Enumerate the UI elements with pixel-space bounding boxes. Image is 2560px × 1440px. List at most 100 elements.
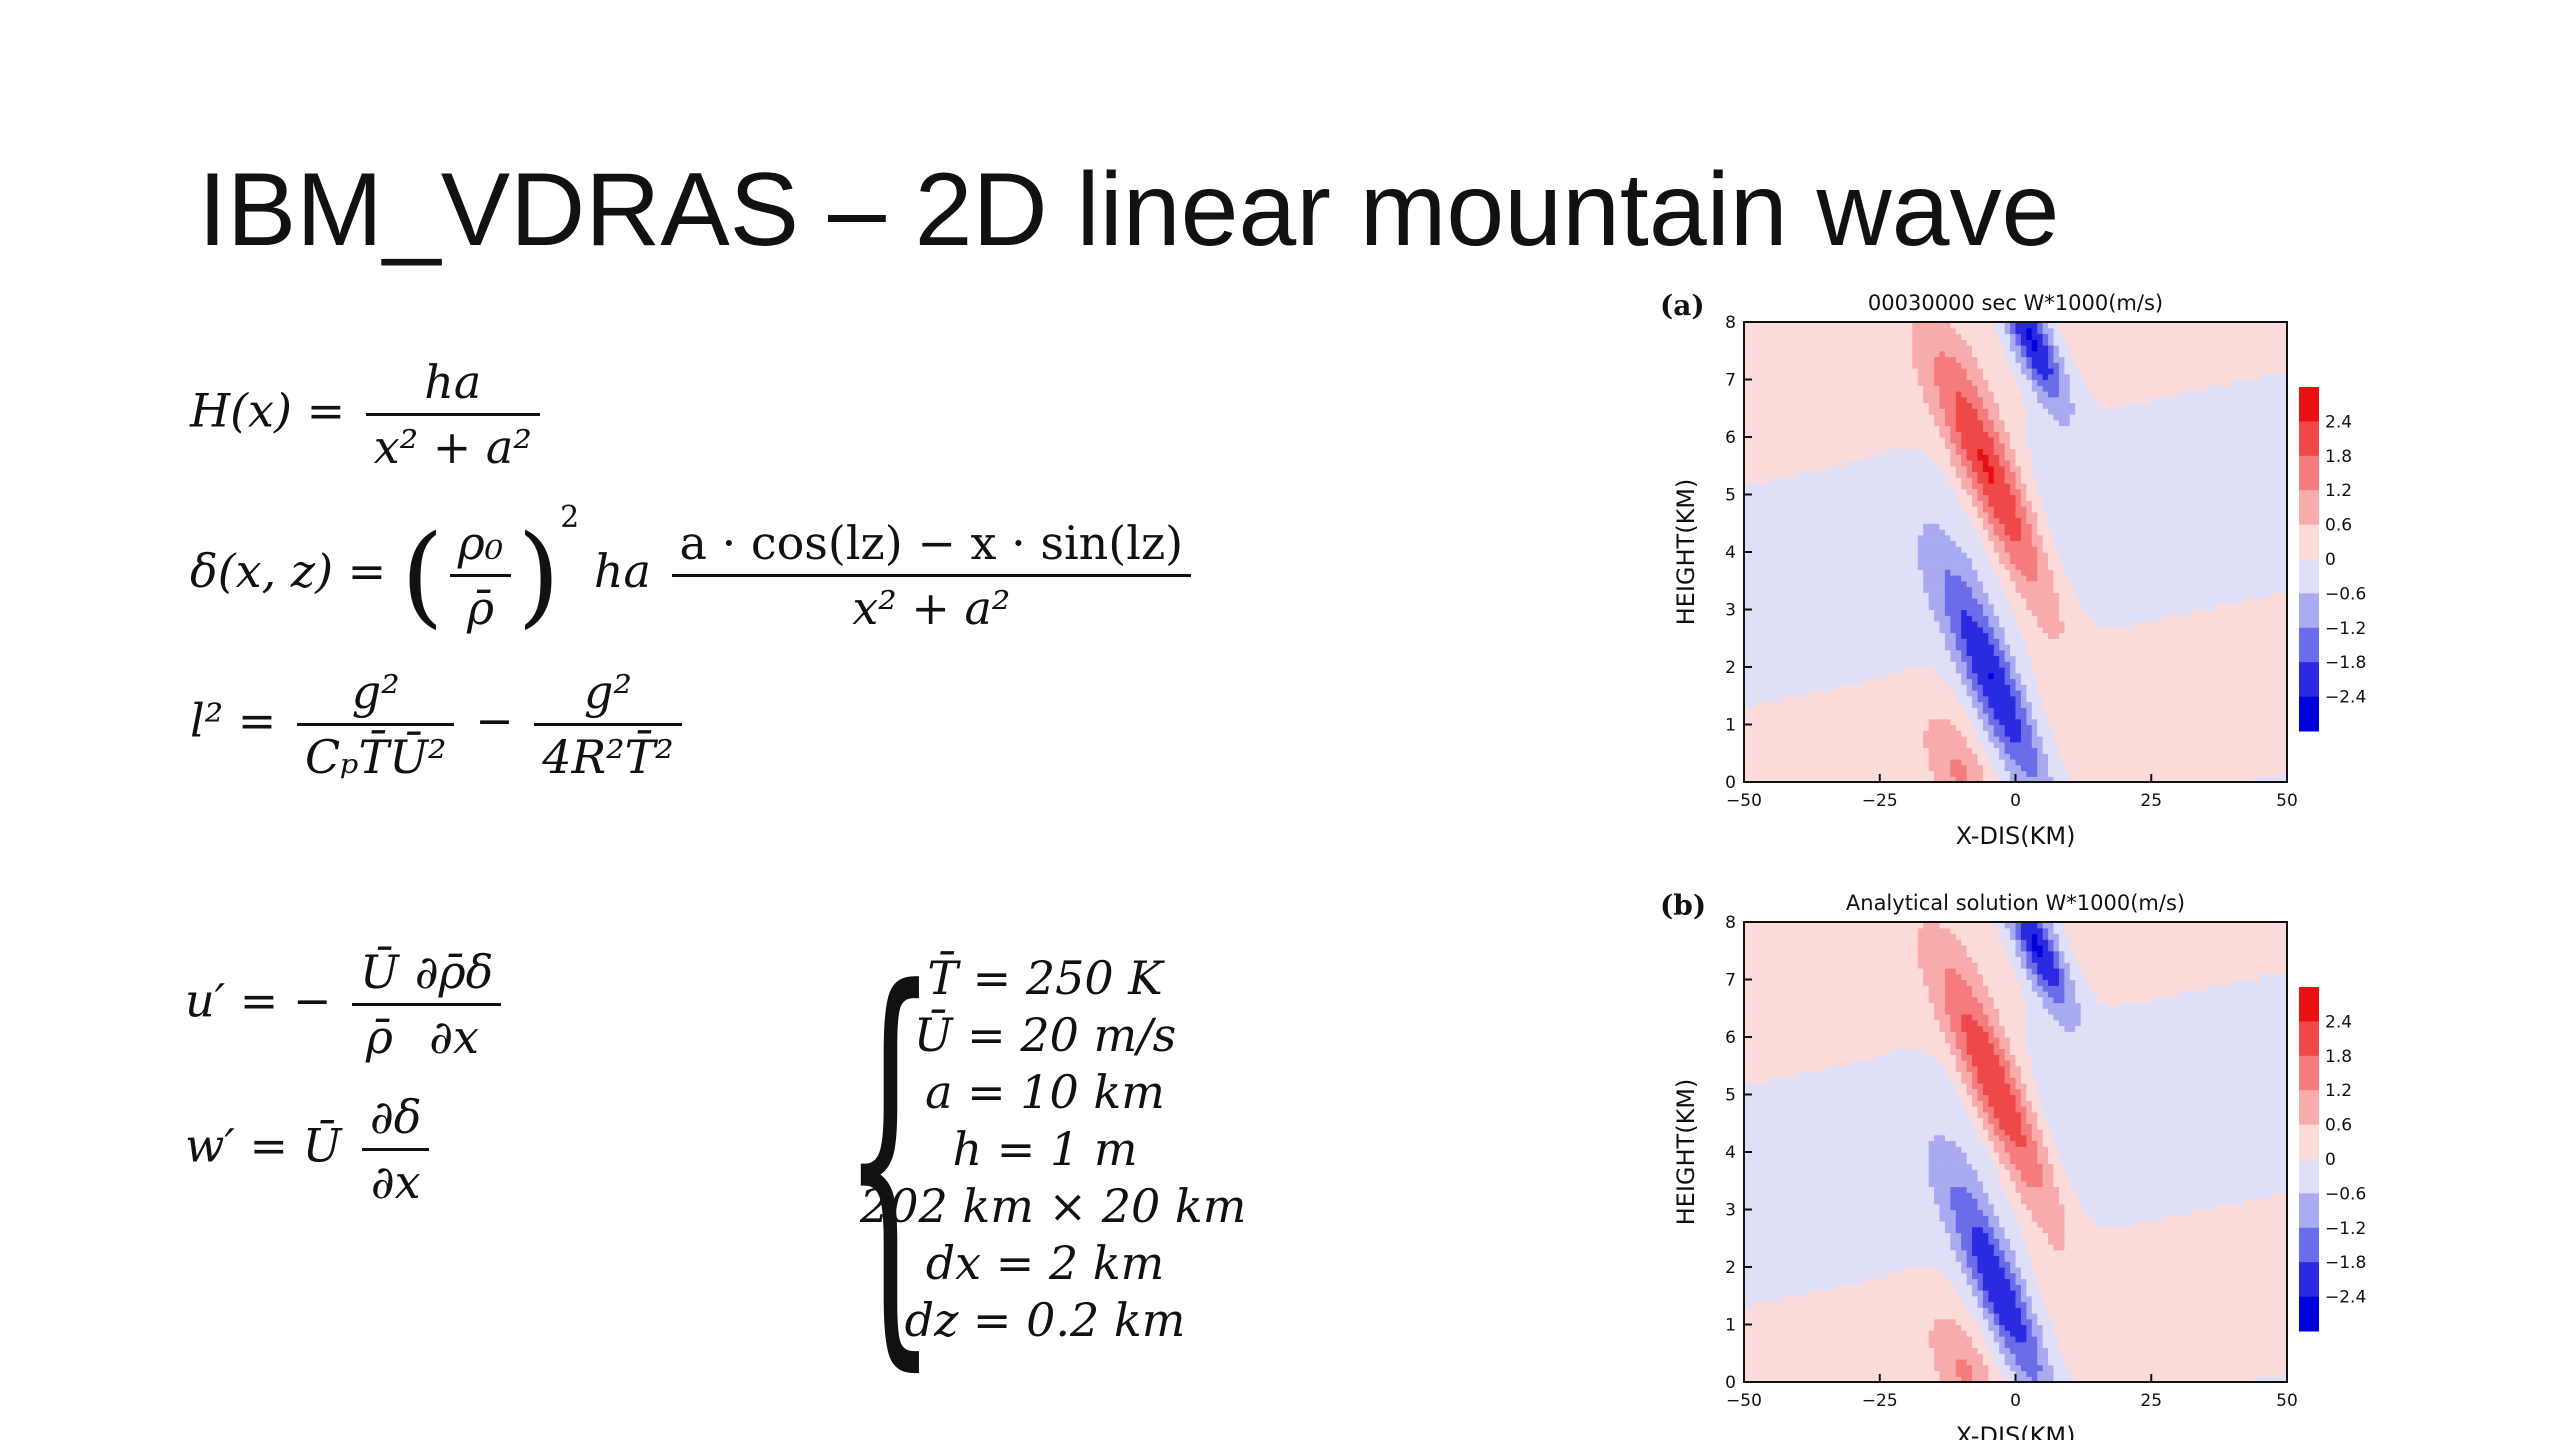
heatmap-cell [2037,362,2044,369]
heatmap-cell [2031,425,2038,432]
heatmap-cell [1749,713,1756,720]
heatmap-cell [1749,517,1756,524]
heatmap-cell [1993,362,2000,369]
heatmap-cell [2004,776,2011,783]
heatmap-cell [2031,362,2038,369]
heatmap-cell [1798,396,1805,404]
heatmap-cell [2010,356,2017,363]
heatmap-cell [1803,373,1810,381]
heatmap-cell [1950,609,1957,616]
heatmap-cell [1890,494,1897,501]
heatmap-cell [2058,356,2065,363]
heatmap-cell [1966,776,1973,783]
heatmap-cell [2037,506,2044,513]
heatmap-cell [1776,592,1783,599]
heatmap-cell [2048,523,2055,530]
heatmap-cell [1950,626,1957,634]
heatmap-cell [2026,448,2033,455]
heatmap-cell [1961,580,1968,588]
heatmap-cell [2031,414,2038,421]
heatmap-cell [1972,523,1979,530]
heatmap-cell [1890,764,1897,772]
heatmap-cell [1814,373,1821,381]
heatmap-cell [2069,586,2076,593]
heatmap-cell [1765,356,1772,363]
heatmap-cell [1896,477,1903,484]
heatmap-cell [2069,655,2076,662]
heatmap-cell [1776,644,1783,651]
heatmap-cell [1874,546,1881,553]
heatmap-cell [2020,402,2027,409]
heatmap-cell [1977,540,1984,547]
heatmap-cell [1999,414,2006,421]
parameters-list: T̄ = 250 K Ū = 20 m/s a = 10 km h = 1 m … [860,950,1246,1349]
heatmap-cell [1852,707,1859,714]
heatmap-cell [1792,408,1799,415]
heatmap-cell [1749,615,1756,622]
heatmap-cell [1988,713,1995,720]
heatmap-cell [1896,741,1903,749]
heatmap-cell [1966,350,1973,358]
heatmap-cell [1912,500,1919,507]
heatmap-cell [1765,391,1772,398]
heatmap-cell [1771,511,1778,519]
heatmap-cell [1890,609,1897,616]
heatmap-cell [1858,465,1865,473]
heatmap-cell [2064,638,2071,645]
heatmap-cell [2015,333,2022,340]
heatmap-cell [1874,471,1881,478]
heatmap-cell [2069,425,2076,432]
heatmap-cell [2058,454,2065,461]
heatmap-cell [1934,695,1941,703]
heatmap-cell [1771,598,1778,605]
heatmap-cell [2026,488,2033,496]
heatmap-cell [1917,598,1924,605]
heatmap-cell [1972,632,1979,639]
heatmap-cell [1809,638,1816,645]
heatmap-cell [1939,586,1946,593]
heatmap-cell [2020,695,2027,703]
heatmap-cell [1944,523,1951,530]
heatmap-cell [1820,391,1827,398]
heatmap-cell [1868,419,1875,427]
heatmap-cell [1955,580,1962,588]
heatmap-cell [1950,540,1957,547]
heatmap-cell [1754,598,1761,605]
heatmap-cell [1744,379,1751,386]
heatmap-cell [1809,517,1816,524]
heatmap-cell [1912,575,1919,582]
heatmap-cell [1744,396,1751,404]
heatmap-cell [2026,442,2033,450]
heatmap-cell [1863,684,1870,691]
heatmap-cell [2064,333,2071,340]
heatmap-cell [2020,730,2027,737]
heatmap-cell [1993,517,2000,524]
heatmap-cell [1852,678,1859,685]
heatmap-cell [1939,356,1946,363]
heatmap-cell [1988,684,1995,691]
heatmap-cell [2058,621,2065,628]
heatmap-cell [2064,511,2071,519]
heatmap-cell [2053,385,2060,392]
heatmap-cell [1972,529,1979,536]
heatmap-cell [1760,419,1767,427]
heatmap-cell [1955,419,1962,427]
heatmap-cell [1955,672,1962,680]
heatmap-cell [1847,718,1854,726]
heatmap-cell [1896,425,1903,432]
heatmap-cell [2042,626,2049,634]
heatmap-cell [1917,701,1924,708]
heatmap-cell [2075,707,2082,714]
heatmap-cell [1961,736,1968,743]
heatmap-cell [1754,655,1761,662]
heatmap-cell [1896,580,1903,588]
heatmap-cell [1744,339,1751,346]
heatmap-cell [2031,350,2038,358]
heatmap-cell [2069,615,2076,622]
heatmap-cell [1972,667,1979,674]
heatmap-cell [1993,322,2000,329]
heatmap-cell [1901,626,1908,634]
heatmap-cell [2064,764,2071,772]
heatmap-cell [1955,713,1962,720]
heatmap-cell [2037,546,2044,553]
